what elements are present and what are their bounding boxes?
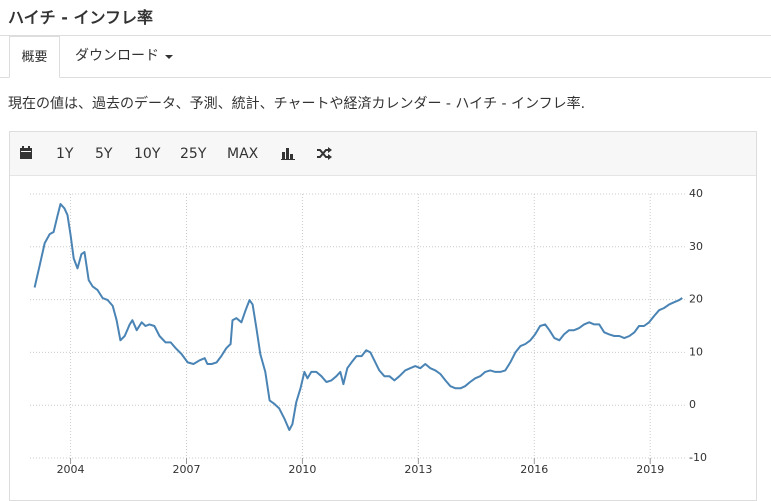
range-button[interactable]: 25Y [180,146,207,162]
x-tick-label: 2013 [404,463,432,476]
y-tick-label: 10 [689,345,703,358]
x-tick-label: 2007 [173,463,201,476]
y-tick-label: 40 [689,187,703,200]
calendar-icon[interactable] [19,146,33,160]
x-tick-label: 2019 [636,463,664,476]
range-button[interactable]: 10Y [134,146,161,162]
bar-chart-icon[interactable] [281,147,295,160]
divider [0,35,771,36]
data-line [33,203,683,431]
x-tick-label: 2004 [57,463,85,476]
x-tick-label: 2016 [520,463,548,476]
shuffle-icon[interactable] [316,147,332,160]
tab-border [0,77,771,78]
y-tick-label: 30 [689,240,703,253]
caret-icon [165,55,173,59]
range-button[interactable]: 1Y [56,146,74,162]
tab-download[interactable]: ダウンロード [75,48,159,64]
toolbar [10,132,756,176]
range-button[interactable]: MAX [227,146,259,162]
range-button[interactable]: 5Y [95,146,113,162]
tab-overview[interactable]: 概要 [9,36,60,78]
y-tick-label: -10 [689,451,707,464]
y-tick-label: 0 [689,398,696,411]
page-title: ハイチ - インフレ率 [8,8,153,27]
x-tick-label: 2010 [288,463,316,476]
description: 現在の値は、過去のデータ、予測、統計、チャートや経済カレンダー - ハイチ - … [8,96,586,112]
y-tick-label: 20 [689,293,703,306]
